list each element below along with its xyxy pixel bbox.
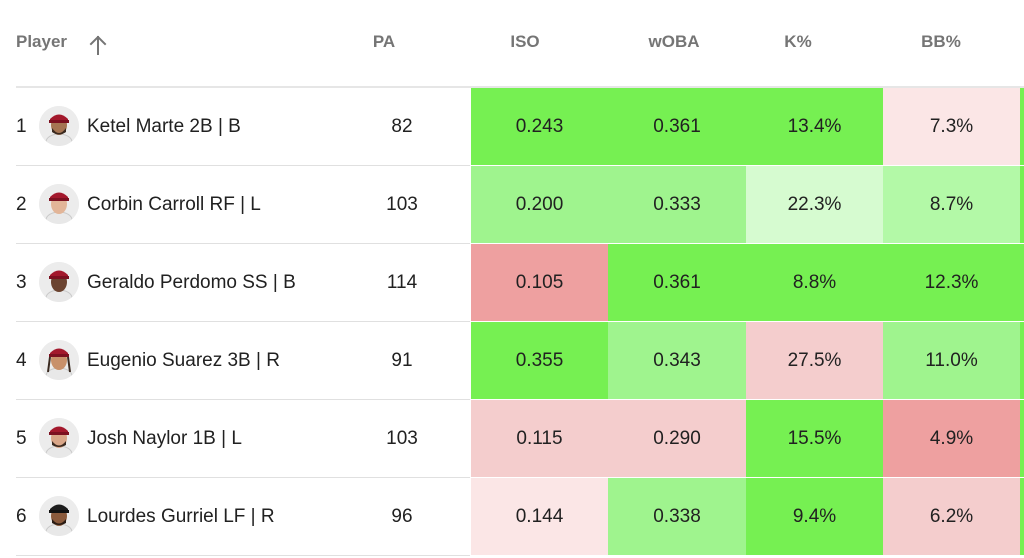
iso-cell: 0.243	[471, 88, 608, 165]
bb-pct-cell: 11.0%	[883, 322, 1020, 399]
table-row[interactable]: 2 Corbin Carroll RF | L 103 0.200 0.333 …	[0, 166, 1024, 244]
row-gap	[471, 555, 1024, 556]
table-row[interactable]: 6 Lourdes Gurriel LF | R 96 0.144 0.338 …	[0, 478, 1024, 556]
woba-cell: 0.338	[608, 478, 746, 555]
row-edge-marker	[1020, 244, 1024, 321]
row-divider	[16, 321, 470, 322]
pa-value: 91	[391, 350, 413, 371]
row-divider	[16, 399, 470, 400]
iso-cell: 0.200	[471, 166, 608, 243]
player-name[interactable]: Corbin Carroll RF | L	[87, 194, 261, 215]
woba-cell: 0.361	[608, 244, 746, 321]
bb-pct-cell: 4.9%	[883, 400, 1020, 477]
player-avatar	[39, 184, 79, 224]
row-edge-marker	[1020, 88, 1024, 165]
player-name[interactable]: Eugenio Suarez 3B | R	[87, 350, 280, 371]
row-divider	[16, 165, 470, 166]
table-row[interactable]: 3 Geraldo Perdomo SS | B 114 0.105 0.361…	[0, 244, 1024, 322]
header-divider	[16, 86, 1024, 88]
player-avatar	[39, 496, 79, 536]
pa-value: 114	[386, 272, 418, 293]
row-gap	[471, 321, 1024, 322]
arrow-up-icon[interactable]	[88, 34, 108, 56]
k-pct-cell: 22.3%	[746, 166, 883, 243]
pa-value: 96	[391, 506, 413, 527]
row-gap	[471, 165, 1024, 166]
row-divider	[16, 243, 470, 244]
pa-column-header[interactable]: PA	[372, 32, 396, 51]
woba-cell: 0.361	[608, 88, 746, 165]
bb-pct-cell: 8.7%	[883, 166, 1020, 243]
k-pct-cell: 13.4%	[746, 88, 883, 165]
player-avatar	[39, 106, 79, 146]
table-row[interactable]: 5 Josh Naylor 1B | L 103 0.115 0.290 15.…	[0, 400, 1024, 478]
rank-number: 4	[16, 350, 27, 371]
rank-number: 2	[16, 194, 27, 215]
player-name[interactable]: Geraldo Perdomo SS | B	[87, 272, 296, 293]
rank-number: 3	[16, 272, 27, 293]
bb-pct-cell: 12.3%	[883, 244, 1020, 321]
table-row[interactable]: 4 Eugenio Suarez 3B | R 91 0.355 0.343 2…	[0, 322, 1024, 400]
row-gap	[471, 477, 1024, 478]
rank-number: 6	[16, 506, 27, 527]
rank-number: 1	[16, 116, 27, 137]
iso-cell: 0.144	[471, 478, 608, 555]
player-avatar	[39, 262, 79, 302]
row-edge-marker	[1020, 400, 1024, 477]
k-pct-cell: 27.5%	[746, 322, 883, 399]
woba-column-header[interactable]: wOBA	[648, 32, 700, 51]
k-pct-cell: 8.8%	[746, 244, 883, 321]
woba-cell: 0.290	[608, 400, 746, 477]
row-divider	[16, 477, 470, 478]
table-header: Player PA ISO wOBA K% BB%	[0, 0, 1024, 88]
woba-cell: 0.333	[608, 166, 746, 243]
table-row[interactable]: 1 Ketel Marte 2B | B 82 0.243 0.361 13.4…	[0, 88, 1024, 166]
player-name[interactable]: Ketel Marte 2B | B	[87, 116, 241, 137]
bb-pct-column-header[interactable]: BB%	[921, 32, 961, 51]
woba-cell: 0.343	[608, 322, 746, 399]
iso-column-header[interactable]: ISO	[510, 32, 540, 51]
player-column-header[interactable]: Player	[16, 32, 68, 51]
iso-cell: 0.355	[471, 322, 608, 399]
iso-cell: 0.105	[471, 244, 608, 321]
player-name[interactable]: Josh Naylor 1B | L	[87, 428, 242, 449]
pa-value: 103	[386, 428, 418, 449]
k-pct-column-header[interactable]: K%	[784, 32, 812, 51]
row-edge-marker	[1020, 478, 1024, 555]
player-avatar	[39, 340, 79, 380]
player-avatar	[39, 418, 79, 458]
bb-pct-cell: 6.2%	[883, 478, 1020, 555]
pa-value: 82	[391, 116, 413, 137]
k-pct-cell: 15.5%	[746, 400, 883, 477]
k-pct-cell: 9.4%	[746, 478, 883, 555]
row-edge-marker	[1020, 322, 1024, 399]
bb-pct-cell: 7.3%	[883, 88, 1020, 165]
row-gap	[471, 399, 1024, 400]
player-name[interactable]: Lourdes Gurriel LF | R	[87, 506, 275, 527]
iso-cell: 0.115	[471, 400, 608, 477]
row-divider	[16, 555, 470, 556]
row-gap	[471, 243, 1024, 244]
row-edge-marker	[1020, 166, 1024, 243]
rank-number: 5	[16, 428, 27, 449]
pa-value: 103	[386, 194, 418, 215]
